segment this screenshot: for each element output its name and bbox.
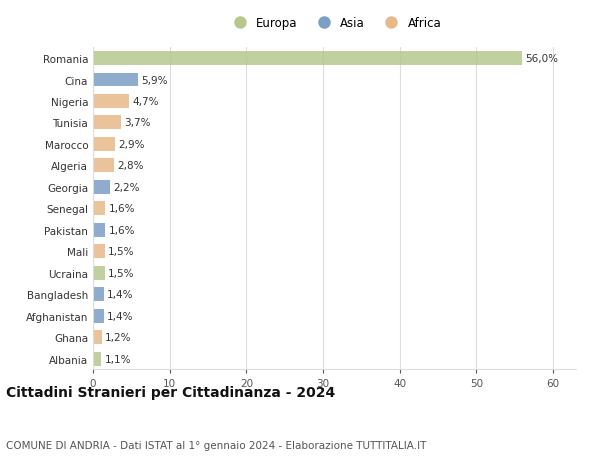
Text: Cittadini Stranieri per Cittadinanza - 2024: Cittadini Stranieri per Cittadinanza - 2… <box>6 386 335 399</box>
Bar <box>93 95 129 109</box>
Text: 1,5%: 1,5% <box>107 246 134 257</box>
Text: 1,4%: 1,4% <box>107 311 133 321</box>
Text: 1,1%: 1,1% <box>104 354 131 364</box>
Text: 56,0%: 56,0% <box>526 54 559 64</box>
Bar <box>93 330 102 344</box>
Text: 2,9%: 2,9% <box>118 140 145 150</box>
Text: 1,4%: 1,4% <box>107 290 133 300</box>
Bar <box>93 245 104 259</box>
Legend: Europa, Asia, Africa: Europa, Asia, Africa <box>223 12 446 35</box>
Text: 1,6%: 1,6% <box>109 225 135 235</box>
Text: 2,8%: 2,8% <box>118 161 144 171</box>
Bar <box>93 202 105 216</box>
Bar <box>93 287 104 302</box>
Bar <box>93 180 110 195</box>
Text: 3,7%: 3,7% <box>124 118 151 128</box>
Bar <box>93 309 104 323</box>
Text: COMUNE DI ANDRIA - Dati ISTAT al 1° gennaio 2024 - Elaborazione TUTTITALIA.IT: COMUNE DI ANDRIA - Dati ISTAT al 1° genn… <box>6 440 427 450</box>
Bar <box>93 138 115 151</box>
Bar <box>93 266 104 280</box>
Text: 1,6%: 1,6% <box>109 204 135 214</box>
Text: 1,5%: 1,5% <box>107 268 134 278</box>
Bar <box>93 116 121 130</box>
Bar <box>93 159 115 173</box>
Bar <box>93 352 101 366</box>
Text: 5,9%: 5,9% <box>142 75 168 85</box>
Text: 2,2%: 2,2% <box>113 182 139 192</box>
Bar <box>93 223 105 237</box>
Text: 4,7%: 4,7% <box>132 97 158 107</box>
Bar <box>93 52 523 66</box>
Bar <box>93 73 138 87</box>
Text: 1,2%: 1,2% <box>105 332 132 342</box>
